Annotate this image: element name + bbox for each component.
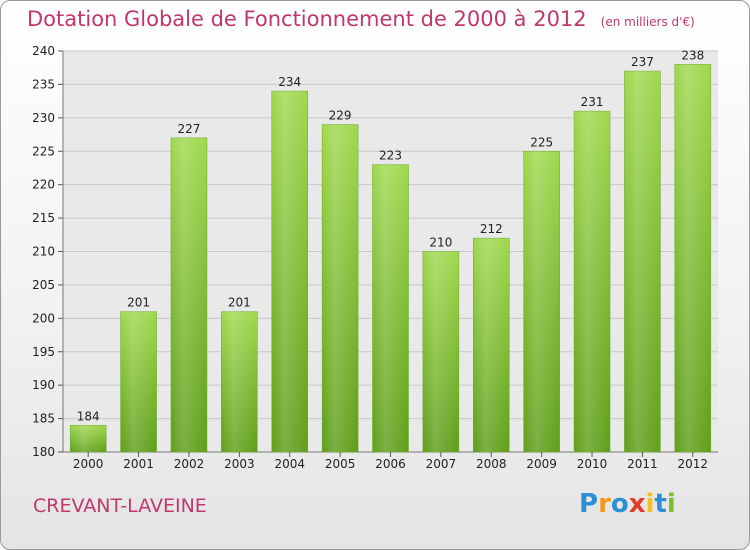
- bar-value-label: 225: [530, 135, 553, 149]
- y-tick-label: 200: [32, 311, 55, 325]
- bar: [170, 137, 208, 453]
- x-tick-label: 2009: [526, 457, 557, 471]
- bar-highlight: [70, 425, 107, 452]
- bar-value-label: 237: [631, 55, 654, 69]
- bar-value-label: 201: [127, 296, 150, 310]
- x-tick-label: 2003: [224, 457, 255, 471]
- chart-title-line: Dotation Globale de Fonctionnement de 20…: [27, 7, 695, 31]
- chart-title: Dotation Globale de Fonctionnement de 20…: [27, 7, 587, 31]
- bar-value-label: 184: [77, 409, 100, 423]
- bar-value-label: 201: [228, 296, 251, 310]
- bar-value-label: 231: [581, 95, 604, 109]
- y-tick-label: 185: [32, 412, 55, 426]
- x-tick-label: 2010: [577, 457, 608, 471]
- bar-highlight: [674, 64, 711, 452]
- bar-highlight: [322, 124, 359, 453]
- logo-letter: i: [666, 489, 676, 519]
- logo-letter: i: [645, 489, 655, 519]
- bar-highlight: [422, 251, 459, 452]
- x-tick-label: 2011: [627, 457, 658, 471]
- bar: [523, 151, 560, 453]
- x-tick-label: 2006: [375, 457, 406, 471]
- y-tick-label: 215: [32, 211, 55, 225]
- bar-highlight: [574, 111, 611, 453]
- bar-highlight: [624, 71, 661, 453]
- y-tick-label: 180: [32, 445, 55, 459]
- bar-highlight: [271, 91, 308, 452]
- x-tick-label: 2001: [123, 457, 154, 471]
- y-tick-label: 190: [32, 378, 55, 392]
- bar-value-label: 210: [429, 236, 452, 250]
- bar: [321, 124, 359, 453]
- y-tick-label: 230: [32, 111, 55, 125]
- logo-letter: o: [610, 489, 629, 519]
- proxiti-logo: Proxiti: [579, 489, 676, 519]
- bar-highlight: [523, 151, 560, 452]
- bar-value-label: 234: [278, 75, 301, 89]
- bar: [221, 311, 258, 453]
- bar: [624, 70, 661, 453]
- commune-name: CREVANT-LAVEINE: [33, 495, 207, 517]
- y-tick-label: 220: [32, 178, 55, 192]
- bar: [422, 251, 460, 453]
- logo-letter: x: [628, 489, 646, 519]
- x-tick-label: 2008: [476, 457, 507, 471]
- bar-highlight: [473, 238, 510, 452]
- chart-subtitle: (en milliers d'€): [600, 15, 695, 29]
- bar-value-label: 212: [480, 222, 503, 236]
- bar: [573, 110, 611, 453]
- x-tick-label: 2007: [426, 457, 457, 471]
- bar: [69, 425, 107, 453]
- y-tick-label: 195: [32, 345, 55, 359]
- y-tick-label: 205: [32, 278, 55, 292]
- bar-highlight: [120, 311, 157, 452]
- y-tick-label: 240: [32, 44, 55, 58]
- y-tick-label: 225: [32, 144, 55, 158]
- bar: [674, 64, 712, 453]
- bar-highlight: [170, 137, 207, 452]
- x-tick-label: 2005: [325, 457, 356, 471]
- y-tick-label: 235: [32, 77, 55, 91]
- bar: [120, 311, 157, 453]
- bar-value-label: 223: [379, 149, 402, 163]
- bar-highlight: [221, 311, 258, 452]
- bar-value-label: 229: [329, 109, 352, 123]
- bar-value-label: 227: [178, 122, 201, 136]
- bar-value-label: 238: [681, 48, 704, 62]
- logo-letter: r: [598, 489, 611, 519]
- x-tick-label: 2000: [73, 457, 104, 471]
- bar: [473, 237, 510, 453]
- bar: [372, 164, 409, 453]
- x-tick-label: 2012: [678, 457, 709, 471]
- logo-letter: t: [654, 489, 667, 519]
- y-tick-label: 210: [32, 245, 55, 259]
- logo-letter: P: [579, 489, 599, 519]
- x-tick-label: 2002: [174, 457, 205, 471]
- bar: [271, 90, 308, 453]
- x-tick-label: 2004: [274, 457, 305, 471]
- bar-highlight: [372, 164, 409, 452]
